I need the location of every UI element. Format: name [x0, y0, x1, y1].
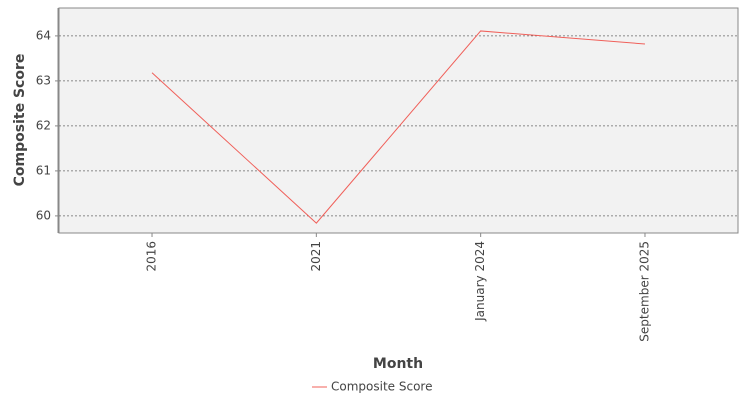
- line-series: [151, 30, 646, 224]
- x-tick-label: 2021: [309, 241, 323, 272]
- x-tick-label: January 2024: [473, 241, 487, 322]
- plot-area: [58, 7, 739, 234]
- y-tick-label: 60: [36, 208, 51, 222]
- y-tick-label: 64: [36, 28, 51, 42]
- y-tick-label: 63: [36, 73, 51, 87]
- y-tick-label: 62: [36, 118, 51, 132]
- x-axis-title: Month: [373, 356, 423, 372]
- legend-label: Composite Score: [331, 380, 432, 394]
- x-tick-label: 2016: [145, 241, 159, 272]
- x-tick-label: September 2025: [637, 241, 651, 342]
- y-tick-label: 61: [36, 163, 51, 177]
- y-axis-title: Composite Score: [12, 54, 28, 187]
